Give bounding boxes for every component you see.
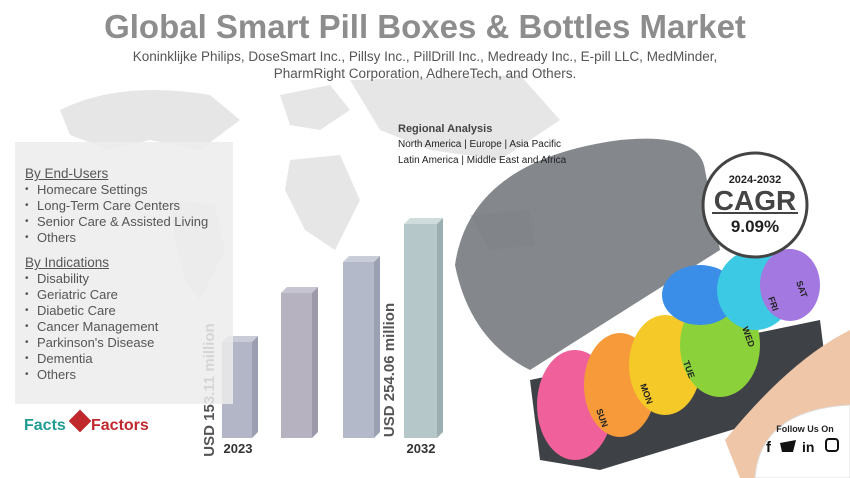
- segment: By IndicationsDisabilityGeriatric CareDi…: [25, 255, 208, 383]
- segment-item: Homecare Settings: [37, 182, 208, 198]
- segment-item: Cancer Management: [37, 319, 208, 335]
- regional-line: North America | Europe | Asia Pacific: [398, 139, 562, 150]
- regional-title: Regional Analysis: [398, 123, 493, 135]
- regional-line: Latin America | Middle East and Africa: [398, 155, 567, 166]
- cagr-label: CAGR: [714, 185, 796, 216]
- subtitle-line: PharmRight Corporation, AdhereTech, and …: [273, 66, 577, 81]
- segment-heading: By Indications: [25, 255, 110, 270]
- segment-item: Others: [37, 367, 208, 383]
- cagr-badge: 2024-2032 CAGR 9.09%: [701, 151, 809, 259]
- logo-right: Factors: [91, 417, 149, 434]
- cagr-value: 9.09%: [731, 217, 779, 236]
- logo: Facts Factors: [24, 409, 149, 434]
- social-icon[interactable]: f: [766, 439, 772, 456]
- cagr-period: 2024-2032: [729, 174, 782, 186]
- logo-left: Facts: [24, 417, 66, 434]
- segment-list: DisabilityGeriatric CareDiabetic CareCan…: [25, 271, 208, 383]
- end-value: USD 254.06 million: [381, 303, 398, 437]
- segment-item: Long-Term Care Centers: [37, 198, 208, 214]
- segment-item: Parkinson's Disease: [37, 335, 208, 351]
- end-year: 2032: [407, 441, 436, 456]
- twitter-icon[interactable]: [780, 440, 796, 452]
- segment-item: Diabetic Care: [37, 303, 208, 319]
- segment-item: Geriatric Care: [37, 287, 208, 303]
- segment-item: Dementia: [37, 351, 208, 367]
- segment-item: Others: [37, 230, 208, 246]
- social-icon[interactable]: in: [802, 439, 814, 455]
- title: Global Smart Pill Boxes & Bottles Market: [104, 8, 746, 45]
- instagram-icon[interactable]: [825, 438, 839, 452]
- bars: [222, 218, 443, 438]
- social-label: Follow Us On: [776, 424, 834, 434]
- social: Follow Us On f in: [754, 404, 850, 478]
- segment-item: Disability: [37, 271, 208, 287]
- segment-heading: By End-Users: [25, 166, 109, 181]
- subtitle: Koninklijke Philips, DoseSmart Inc., Pil…: [80, 48, 770, 82]
- pill-box: [455, 138, 850, 478]
- subtitle-line: Koninklijke Philips, DoseSmart Inc., Pil…: [132, 49, 718, 64]
- segments: By End-UsersHomecare SettingsLong-Term C…: [25, 166, 208, 392]
- start-year: 2023: [224, 441, 253, 456]
- pill-day: FRI: [766, 295, 780, 312]
- segment-list: Homecare SettingsLong-Term Care CentersS…: [25, 182, 208, 246]
- regional-analysis: Regional Analysis North America | Europe…: [398, 121, 566, 169]
- segment: By End-UsersHomecare SettingsLong-Term C…: [25, 166, 208, 246]
- segment-item: Senior Care & Assisted Living: [37, 214, 208, 230]
